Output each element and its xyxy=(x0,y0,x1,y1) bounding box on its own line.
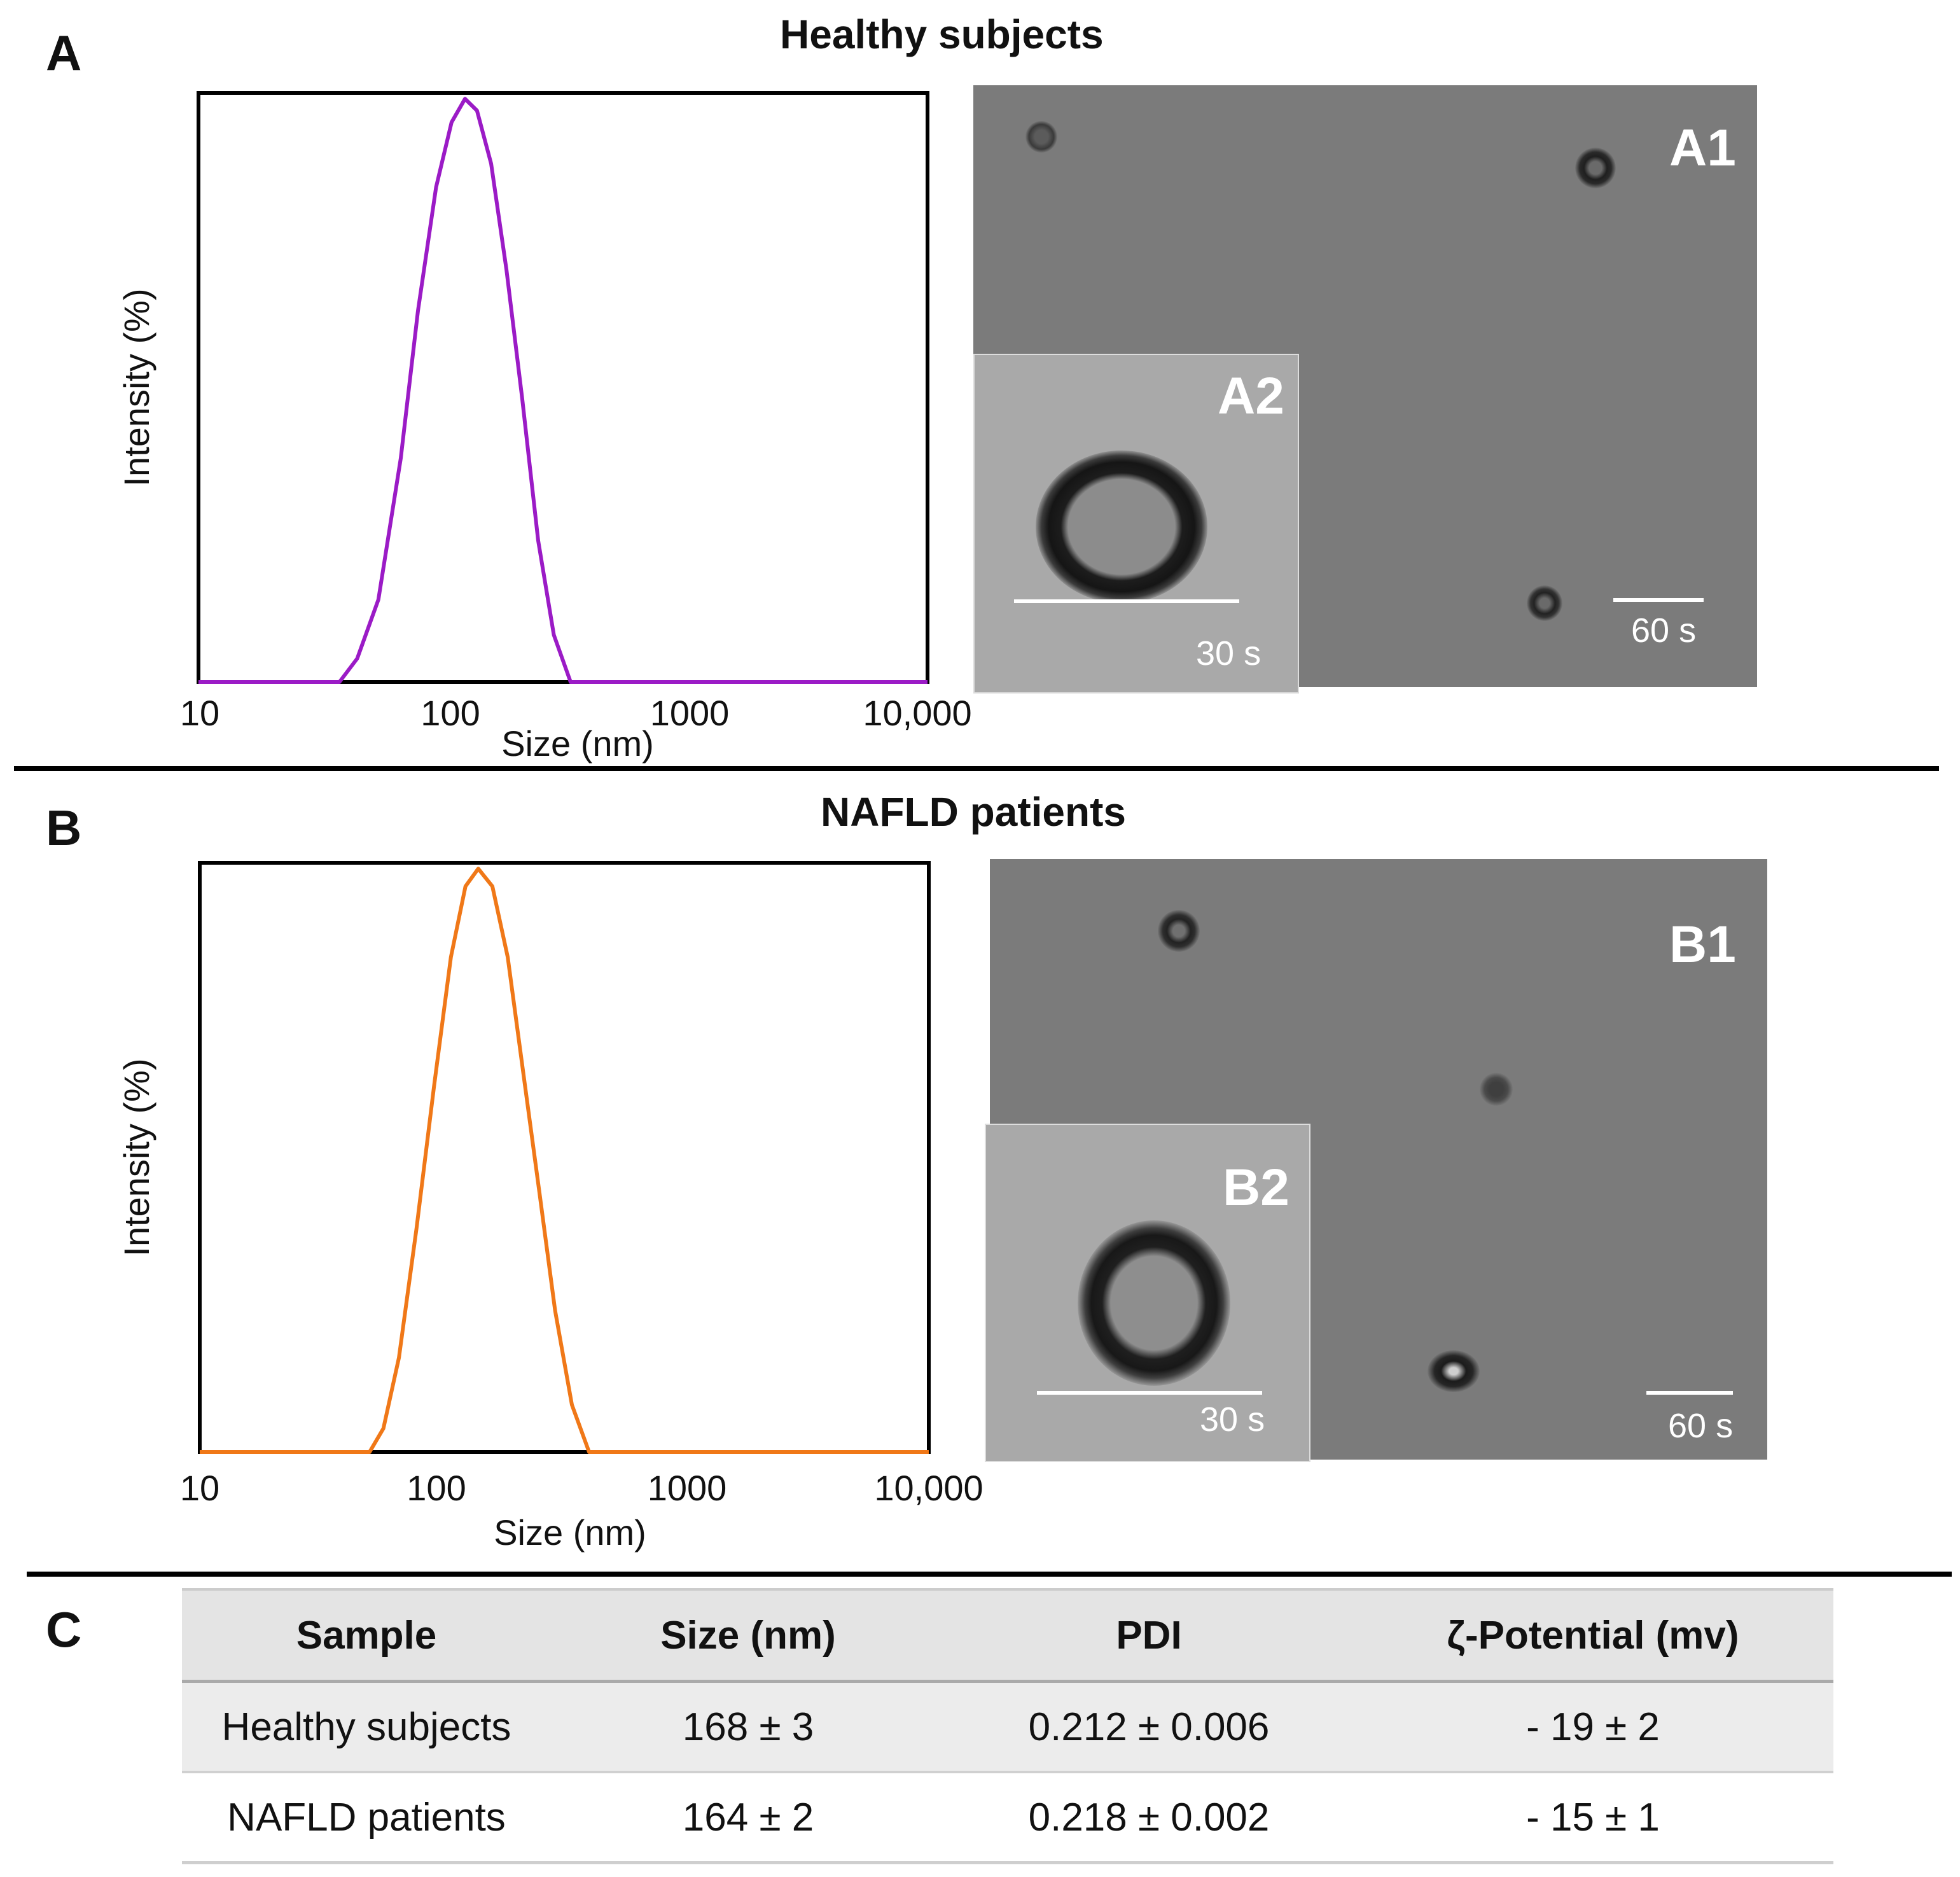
particle xyxy=(1078,1220,1230,1386)
panel-title-b: NAFLD patients xyxy=(821,789,1126,835)
scale-bar-b2 xyxy=(1037,1391,1262,1395)
cell-size: 164 ± 2 xyxy=(551,1772,945,1864)
x-axis-title: Size (nm) xyxy=(501,723,654,764)
tem-image-a2: A2 30 s xyxy=(973,354,1299,694)
table-row: Healthy subjects 168 ± 3 0.212 ± 0.006 -… xyxy=(182,1681,1833,1773)
series-line xyxy=(200,867,929,1454)
particle xyxy=(1527,585,1562,621)
header-sample: Sample xyxy=(182,1588,551,1683)
scale-label-a2: 30 s xyxy=(1196,634,1261,673)
x-axis-title: Size (nm) xyxy=(494,1512,646,1553)
table-row: NAFLD patients 164 ± 2 0.218 ± 0.002 - 1… xyxy=(182,1772,1833,1864)
cell-pdi: 0.212 ± 0.006 xyxy=(945,1681,1352,1773)
x-tick-label: 1000 xyxy=(650,693,730,733)
scale-bar-a2 xyxy=(1014,599,1239,603)
x-tick-label: 1000 xyxy=(648,1468,727,1508)
plot-frame xyxy=(197,91,929,684)
table-header-row: Sample Size (nm) PDI ζ-Potential (mv) xyxy=(182,1588,1833,1683)
summary-table: Sample Size (nm) PDI ζ-Potential (mv) He… xyxy=(182,1588,1833,1864)
header-pdi: PDI xyxy=(945,1588,1352,1683)
scale-label-b2: 30 s xyxy=(1200,1400,1265,1439)
y-axis-title: Intensity (%) xyxy=(116,1058,156,1256)
x-tick-label: 10,000 xyxy=(874,1468,983,1508)
panel-letter-a: A xyxy=(46,25,82,81)
panel-letter-c: C xyxy=(46,1601,82,1657)
header-zeta: ζ-Potential (mv) xyxy=(1352,1588,1833,1683)
cell-size: 168 ± 3 xyxy=(551,1681,945,1773)
particle xyxy=(1025,121,1057,153)
particle xyxy=(1480,1073,1513,1106)
cell-sample: Healthy subjects xyxy=(182,1681,551,1773)
particle xyxy=(1575,148,1616,188)
dls-chart-a: 10 100 1000 10,000 Size (nm) Intensity (%) xyxy=(116,91,972,764)
panel-title-a: Healthy subjects xyxy=(780,11,1104,57)
y-axis-title: Intensity (%) xyxy=(116,288,156,486)
panel-letter-b: B xyxy=(46,800,82,856)
cell-zeta: - 15 ± 1 xyxy=(1352,1772,1833,1864)
particle xyxy=(1428,1350,1480,1392)
x-tick-label: 10,000 xyxy=(863,693,971,733)
divider-ab xyxy=(14,766,1939,771)
tem-image-b2: B2 30 s xyxy=(985,1124,1310,1462)
cell-zeta: - 19 ± 2 xyxy=(1352,1681,1833,1773)
tem-label-a2: A2 xyxy=(1218,367,1284,425)
dls-chart-b: 10 100 1000 10,000 Size (nm) Intensity (%) xyxy=(116,861,983,1553)
series-line xyxy=(198,97,928,684)
x-tick-label: 10 xyxy=(180,1468,219,1508)
tem-label-b2: B2 xyxy=(1223,1159,1289,1217)
x-tick-label: 100 xyxy=(407,1468,466,1508)
header-size: Size (nm) xyxy=(551,1588,945,1683)
particle xyxy=(1036,450,1207,603)
scale-bar-a1 xyxy=(1613,598,1704,602)
tem-label-a1: A1 xyxy=(1669,119,1736,177)
cell-pdi: 0.218 ± 0.002 xyxy=(945,1772,1352,1864)
scale-label-a1: 60 s xyxy=(1631,611,1697,650)
scale-label-b1: 60 s xyxy=(1668,1407,1734,1445)
scale-bar-b1 xyxy=(1646,1391,1733,1395)
x-tick-label: 10 xyxy=(180,693,219,733)
plot-frame xyxy=(198,861,931,1454)
particle xyxy=(1158,910,1200,952)
cell-sample: NAFLD patients xyxy=(182,1772,551,1864)
x-tick-label: 100 xyxy=(420,693,480,733)
divider-bc xyxy=(27,1572,1952,1577)
tem-label-b1: B1 xyxy=(1669,916,1736,973)
